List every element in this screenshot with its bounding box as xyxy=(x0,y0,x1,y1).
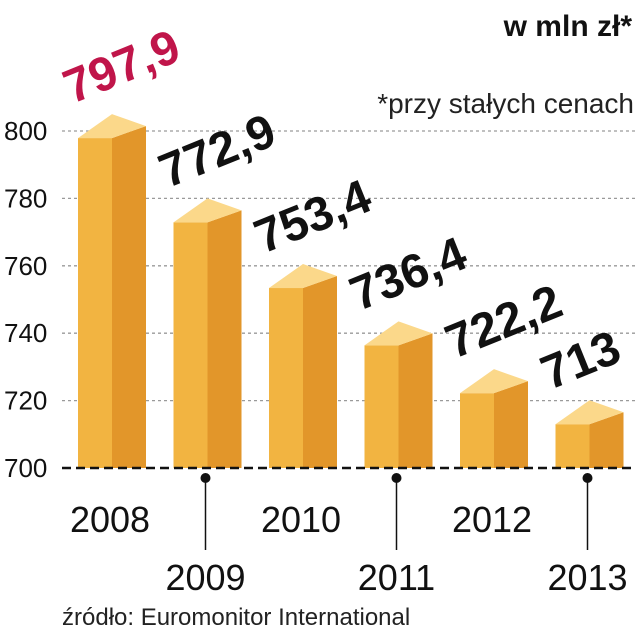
bar-side-2009 xyxy=(207,210,242,468)
x-tick-label-2010: 2010 xyxy=(261,499,341,540)
bar-2012 xyxy=(460,369,528,468)
bar-top-2011 xyxy=(364,321,433,346)
value-label-2011: 736,4 xyxy=(343,227,475,321)
y-tick-label-720: 720 xyxy=(4,386,47,416)
x-tick-label-2011: 2011 xyxy=(358,557,435,598)
bar-front-2009 xyxy=(173,222,208,468)
value-label-2008: 797,9 xyxy=(56,20,187,114)
bar-side-2008 xyxy=(112,126,146,469)
bar-top-2008 xyxy=(78,114,146,139)
bar-top-2010 xyxy=(269,264,337,289)
bar-2010 xyxy=(269,264,337,468)
y-tick-label-700: 700 xyxy=(4,453,47,483)
x-tick-label-2013: 2013 xyxy=(547,557,627,598)
bar-side-2013 xyxy=(589,412,624,468)
bar-front-2010 xyxy=(269,288,303,468)
bar-side-2010 xyxy=(303,276,337,468)
value-label-2010: 753,4 xyxy=(247,170,379,264)
x-tick-label-2012: 2012 xyxy=(452,499,532,540)
bar-top-2012 xyxy=(460,369,528,394)
x-tick-label-2009: 2009 xyxy=(165,557,245,598)
bar-side-2011 xyxy=(398,333,433,468)
bar-top-2013 xyxy=(555,400,624,425)
x-tick-label-2008: 2008 xyxy=(70,499,150,540)
source-label: źródło: Euromonitor International xyxy=(62,604,411,631)
price-note: *przy stałych cenach xyxy=(377,88,634,119)
y-tick-label-740: 740 xyxy=(4,318,47,348)
y-tick-label-760: 760 xyxy=(4,251,47,281)
bar-front-2012 xyxy=(460,393,494,468)
bar-2013 xyxy=(555,400,624,468)
value-label-2009: 772,9 xyxy=(152,104,283,198)
bar-side-2012 xyxy=(494,381,528,468)
bar-top-2009 xyxy=(173,198,242,223)
y-tick-label-780: 780 xyxy=(4,183,47,213)
bar-2008 xyxy=(78,114,146,469)
bar-2011 xyxy=(364,321,433,468)
unit-label: w mln zł* xyxy=(503,10,632,43)
bar-front-2011 xyxy=(364,345,399,468)
y-tick-label-800: 800 xyxy=(4,116,47,146)
bar-front-2013 xyxy=(555,424,590,468)
bar-front-2008 xyxy=(78,138,112,468)
bar-2009 xyxy=(173,198,242,468)
